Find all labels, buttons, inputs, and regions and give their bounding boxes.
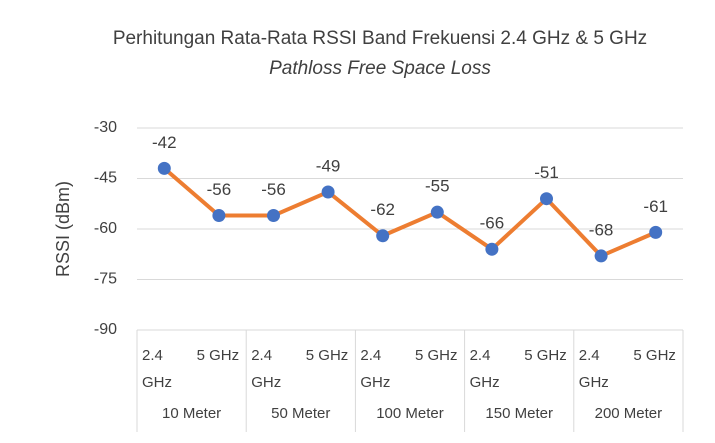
chart-title-box: Perhitungan Rata-Rata RSSI Band Frekuens… [100, 24, 660, 84]
x-tick-label: 5 GHz [415, 347, 458, 364]
data-label: -61 [643, 197, 668, 216]
x-tick-label: 5 GHz [633, 347, 676, 364]
x-tick-label: 2.4 GHz [251, 347, 282, 391]
marker [594, 249, 608, 263]
marker [267, 209, 280, 223]
marker [485, 242, 499, 256]
y-tick-label: -75 [94, 271, 117, 288]
marker [540, 192, 553, 206]
data-label: -68 [589, 220, 614, 239]
data-label: -62 [370, 200, 395, 219]
group-label: 50 Meter [271, 405, 331, 422]
marker [649, 225, 663, 239]
data-label: -51 [534, 163, 559, 182]
chart-title-italic: Pathloss Free Space Loss [269, 58, 491, 79]
group-label: 100 Meter [376, 405, 444, 422]
data-label: -56 [261, 180, 286, 199]
x-tick-label: 2.4 GHz [360, 347, 391, 391]
group-label: 10 Meter [161, 405, 222, 422]
marker [430, 205, 444, 219]
y-tick-label: -60 [94, 220, 117, 237]
chart-title: Perhitungan Rata-Rata RSSI Band Frekuens… [112, 28, 648, 49]
line [162, 166, 657, 258]
data-label: -49 [316, 156, 341, 175]
y-tick-label: -30 [94, 119, 117, 136]
x-tick-label: 2.4 GHz [469, 347, 500, 391]
y-tick-label: -45 [94, 170, 117, 187]
marker [157, 161, 171, 175]
group-label: 200 Meter [594, 405, 663, 422]
data-label: -66 [480, 214, 505, 233]
x-tick-label: 5 GHz [524, 347, 567, 364]
x-tick-label: 5 GHz [305, 347, 349, 364]
y-axis-label: RSSI (dBm) [53, 181, 73, 277]
group-label: 150 Meter [485, 405, 553, 422]
marker [212, 209, 226, 223]
marker [376, 229, 390, 243]
x-tick-label: 2.4 GHz [142, 347, 172, 391]
data-label: -42 [152, 133, 177, 152]
data-label: -55 [425, 177, 450, 196]
data-label: -56 [207, 180, 232, 199]
marker [321, 185, 335, 199]
x-tick-label: 5 GHz [196, 347, 240, 364]
y-tick-label: -90 [94, 321, 117, 338]
x-tick-label: 2.4 GHz [578, 347, 609, 391]
